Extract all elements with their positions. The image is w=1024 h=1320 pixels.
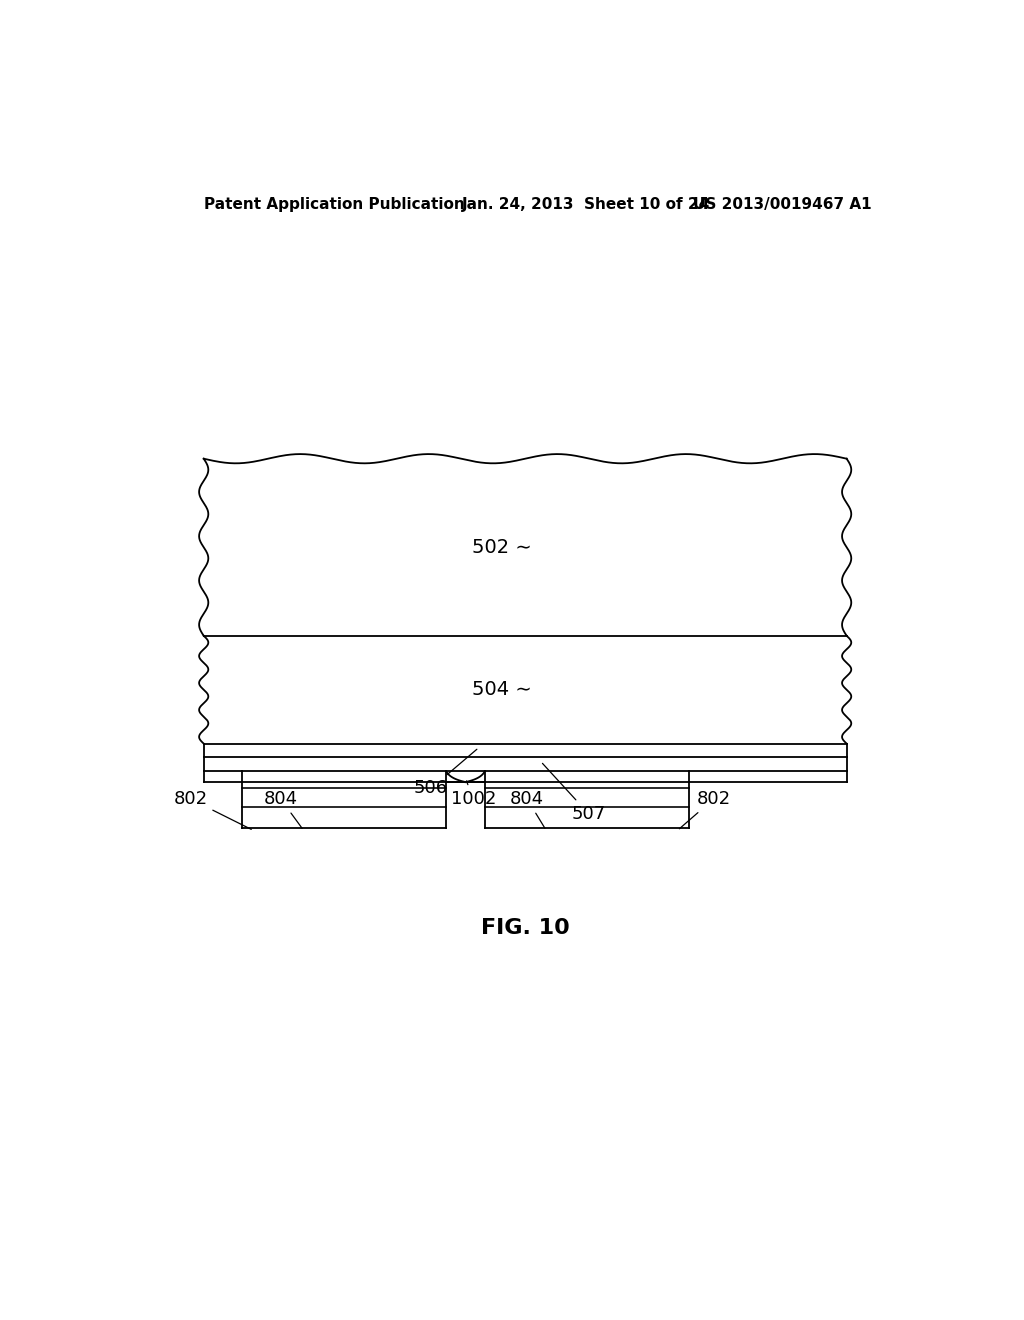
Text: 804: 804 [510,791,545,828]
Text: US 2013/0019467 A1: US 2013/0019467 A1 [692,197,871,213]
Text: 1002: 1002 [451,781,496,808]
Text: 504 ∼: 504 ∼ [472,680,531,700]
Text: 507: 507 [543,763,605,822]
Text: 802: 802 [173,791,251,829]
Text: 804: 804 [263,791,302,829]
Text: Patent Application Publication: Patent Application Publication [204,197,465,213]
Text: 506: 506 [414,750,477,797]
Text: Jan. 24, 2013  Sheet 10 of 24: Jan. 24, 2013 Sheet 10 of 24 [462,197,710,213]
Text: 502 ∼: 502 ∼ [472,537,531,557]
Text: 802: 802 [679,791,731,829]
Text: FIG. 10: FIG. 10 [481,919,569,939]
